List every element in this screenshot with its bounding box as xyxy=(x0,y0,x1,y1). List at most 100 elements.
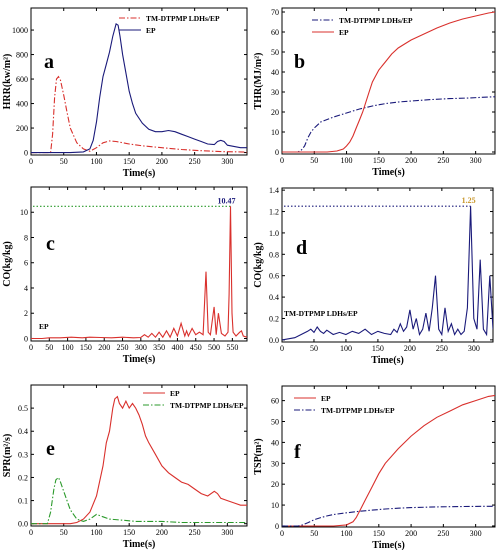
y-axis-label: HRR(kw/m²) xyxy=(2,54,13,110)
panel-label: d xyxy=(296,237,307,259)
panel-label: c xyxy=(46,233,55,255)
y-axis-label: TSP(m²) xyxy=(253,438,264,474)
y-tick-label: 400 xyxy=(16,100,28,109)
x-tick-label: 100 xyxy=(341,156,353,165)
x-axis-label: Time(s) xyxy=(372,167,405,178)
x-tick-label: 300 xyxy=(470,529,482,538)
y-tick-label: 200 xyxy=(16,124,28,133)
plot-frame xyxy=(30,7,248,156)
x-tick-label: 0 xyxy=(29,157,33,166)
y-axis-label: CO(kg/kg) xyxy=(2,241,13,287)
series-line-1 xyxy=(282,96,495,153)
y-tick-label: 0.6 xyxy=(269,272,279,281)
x-tick-label: 0 xyxy=(280,156,284,165)
y-tick-label: 50 xyxy=(271,48,279,57)
y-tick-label: 0 xyxy=(24,334,28,343)
x-tick-label: 50 xyxy=(45,343,53,352)
x-tick-label: 200 xyxy=(404,344,416,353)
y-tick-label: 1.2 xyxy=(269,208,279,217)
y-tick-label: 0 xyxy=(275,522,279,531)
x-tick-label: 150 xyxy=(372,344,384,353)
x-tick-label: 250 xyxy=(437,529,449,538)
y-tick-label: 10 xyxy=(271,501,279,510)
series-line-2 xyxy=(31,476,247,525)
y-tick-label: 0.5 xyxy=(18,404,28,413)
x-axis-label: Time(s) xyxy=(371,355,404,366)
series-line-2 xyxy=(282,505,495,527)
y-tick-label: 0.2 xyxy=(269,314,279,323)
legend-label-1: EP xyxy=(170,389,180,398)
peak-annotation: 1.25 xyxy=(462,196,476,205)
y-tick-label: 40 xyxy=(271,438,279,447)
x-tick-label: 0 xyxy=(280,344,284,353)
y-tick-label: 30 xyxy=(271,459,279,468)
panel-label: e xyxy=(46,438,55,460)
x-tick-label: 50 xyxy=(60,157,68,166)
x-tick-label: 150 xyxy=(123,528,135,537)
x-tick-label: 100 xyxy=(341,529,353,538)
panel-b: 0 50 100 150 200 250 300 0 10 20 30 40 50 60 70 Time(s)… xyxy=(253,7,496,178)
x-tick-label: 550 xyxy=(226,343,238,352)
y-tick-label: 30 xyxy=(271,88,279,97)
x-tick-label: 200 xyxy=(156,528,168,537)
y-tick-label: 0.0 xyxy=(18,520,28,529)
legend-label-1: TM-DTPMP LDHs/EP xyxy=(146,14,220,23)
series-line-1 xyxy=(31,75,247,154)
legend-label-2: EP xyxy=(339,28,349,37)
series-line-2 xyxy=(282,11,495,153)
y-tick-label: 60 xyxy=(271,397,279,406)
x-tick-label: 250 xyxy=(189,528,201,537)
y-axis-label: CO(kg/kg) xyxy=(253,242,264,288)
y-tick-label: 1.0 xyxy=(269,229,279,238)
y-tick-label: 4 xyxy=(24,284,28,293)
y-tick-label: 1000 xyxy=(12,26,28,35)
x-tick-label: 50 xyxy=(310,344,318,353)
panel-e: 0 50 100 150 200 250 300 0.0 0.1 0.2 0.3 0.4 0.5 Time… xyxy=(2,384,248,550)
y-tick-label: 0 xyxy=(24,149,28,158)
y-tick-label: 70 xyxy=(271,8,279,17)
x-tick-label: 0 xyxy=(29,528,33,537)
x-tick-label: 150 xyxy=(373,529,385,538)
x-tick-label: 250 xyxy=(437,156,449,165)
x-axis-label: Time(s) xyxy=(123,539,156,550)
series-line-1 xyxy=(31,206,247,340)
plot-frame xyxy=(281,7,496,155)
y-axis-label: SPR(m²/s) xyxy=(2,434,13,478)
series-line-2 xyxy=(31,23,247,154)
x-tick-label: 300 xyxy=(468,344,480,353)
y-tick-label: 8 xyxy=(24,233,28,242)
legend-label-1: EP xyxy=(321,394,331,403)
plot-frame xyxy=(30,384,248,527)
y-tick-label: 6 xyxy=(24,259,28,268)
y-tick-label: 60 xyxy=(271,28,279,37)
y-axis-label: THR(MJ/m²) xyxy=(253,53,264,110)
x-tick-label: 50 xyxy=(310,529,318,538)
x-tick-label: 150 xyxy=(80,343,92,352)
x-tick-label: 100 xyxy=(90,157,102,166)
legend-label: EP xyxy=(39,322,49,331)
x-tick-label: 250 xyxy=(436,344,448,353)
x-tick-label: 100 xyxy=(62,343,74,352)
series-line-1 xyxy=(31,395,247,525)
x-tick-label: 100 xyxy=(90,528,102,537)
x-axis-label: Time(s) xyxy=(123,168,156,179)
x-tick-label: 300 xyxy=(221,157,233,166)
x-tick-label: 0 xyxy=(280,529,284,538)
panel-label: f xyxy=(294,441,301,463)
x-tick-label: 300 xyxy=(221,528,233,537)
y-tick-label: 0.4 xyxy=(18,427,28,436)
peak-annotation: 10.47 xyxy=(218,196,236,205)
x-tick-label: 500 xyxy=(208,343,220,352)
x-tick-label: 200 xyxy=(405,529,417,538)
panel-a: 0 50 100 150 200 250 300 0 200 400 600 800 1000 Time(… xyxy=(2,7,248,179)
legend-label-1: TM-DTPMP LDHs/EP xyxy=(339,16,413,25)
panel-c: 0 50 100 150 200 250 300 350 400 450 500 550 0 2 4 6 8 10… xyxy=(2,186,248,365)
x-tick-label: 400 xyxy=(171,343,183,352)
x-tick-label: 50 xyxy=(60,528,68,537)
y-tick-label: 0.4 xyxy=(269,293,279,302)
x-axis-label: Time(s) xyxy=(123,354,156,365)
panel-f: 0 50 100 150 200 250 300 0 10 20 30 40 50 60 Time(s) TS… xyxy=(253,385,496,550)
y-tick-label: 1.4 xyxy=(269,186,279,195)
legend-label-2: TM-DTPMP LDHs/EP xyxy=(170,401,244,410)
